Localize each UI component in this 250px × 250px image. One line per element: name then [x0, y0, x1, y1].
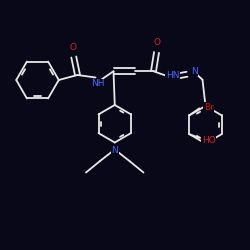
Text: O: O [69, 43, 76, 52]
Text: NH: NH [91, 79, 105, 88]
Text: N: N [112, 146, 118, 155]
Text: Br: Br [204, 102, 214, 112]
Text: N: N [191, 67, 198, 76]
Text: O: O [153, 38, 160, 48]
Text: HN: HN [166, 71, 179, 80]
Text: HO: HO [202, 136, 216, 145]
